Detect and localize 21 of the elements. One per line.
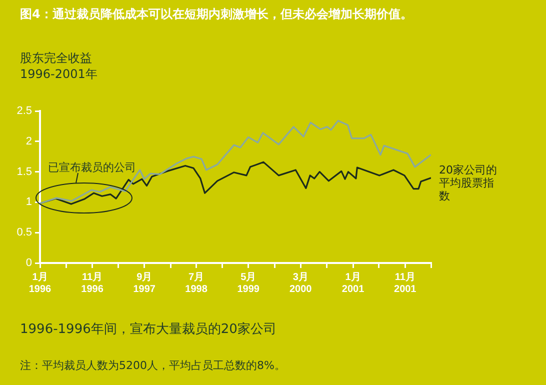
text: 1996-1996年间，宣布大量裁员的20家公司 xyxy=(20,321,276,338)
x-tick-label: 1月 1996 xyxy=(28,272,52,295)
y-tick-label: 2 xyxy=(26,135,32,148)
y-tick-label: 2.5 xyxy=(16,105,32,118)
text: 注：平均裁员人数为5200人，平均占员工总数的8%。 xyxy=(20,358,286,373)
x-tick-label: 11月 1996 xyxy=(81,272,104,295)
y-tick-label: 1.5 xyxy=(16,166,32,178)
x-tick-label: 3月 2000 xyxy=(289,272,312,295)
series-label: 20家公司的平均股票指数 xyxy=(439,164,497,203)
x-tick-label: 11月 2001 xyxy=(394,272,417,295)
text: 1996-2001年 xyxy=(20,66,98,83)
x-tick-label: 1月 2001 xyxy=(342,272,365,295)
y-tick-label: 1 xyxy=(26,196,32,208)
x-tick-label: 9月 1997 xyxy=(133,272,156,295)
y-tick-label: 0 xyxy=(26,257,32,270)
chart-title: 图4：通过裁员降低成本可以在短期内刺激增长，但未必会增加长期价值。 xyxy=(20,6,412,23)
annotation: 已宣布裁员的公司 xyxy=(48,160,136,175)
x-tick-label: 7月 1998 xyxy=(185,272,208,295)
chart-subtitle: 股东完全收益 xyxy=(20,50,92,67)
y-tick-label: 0.5 xyxy=(16,226,32,239)
x-tick-label: 5月 1999 xyxy=(237,272,260,295)
